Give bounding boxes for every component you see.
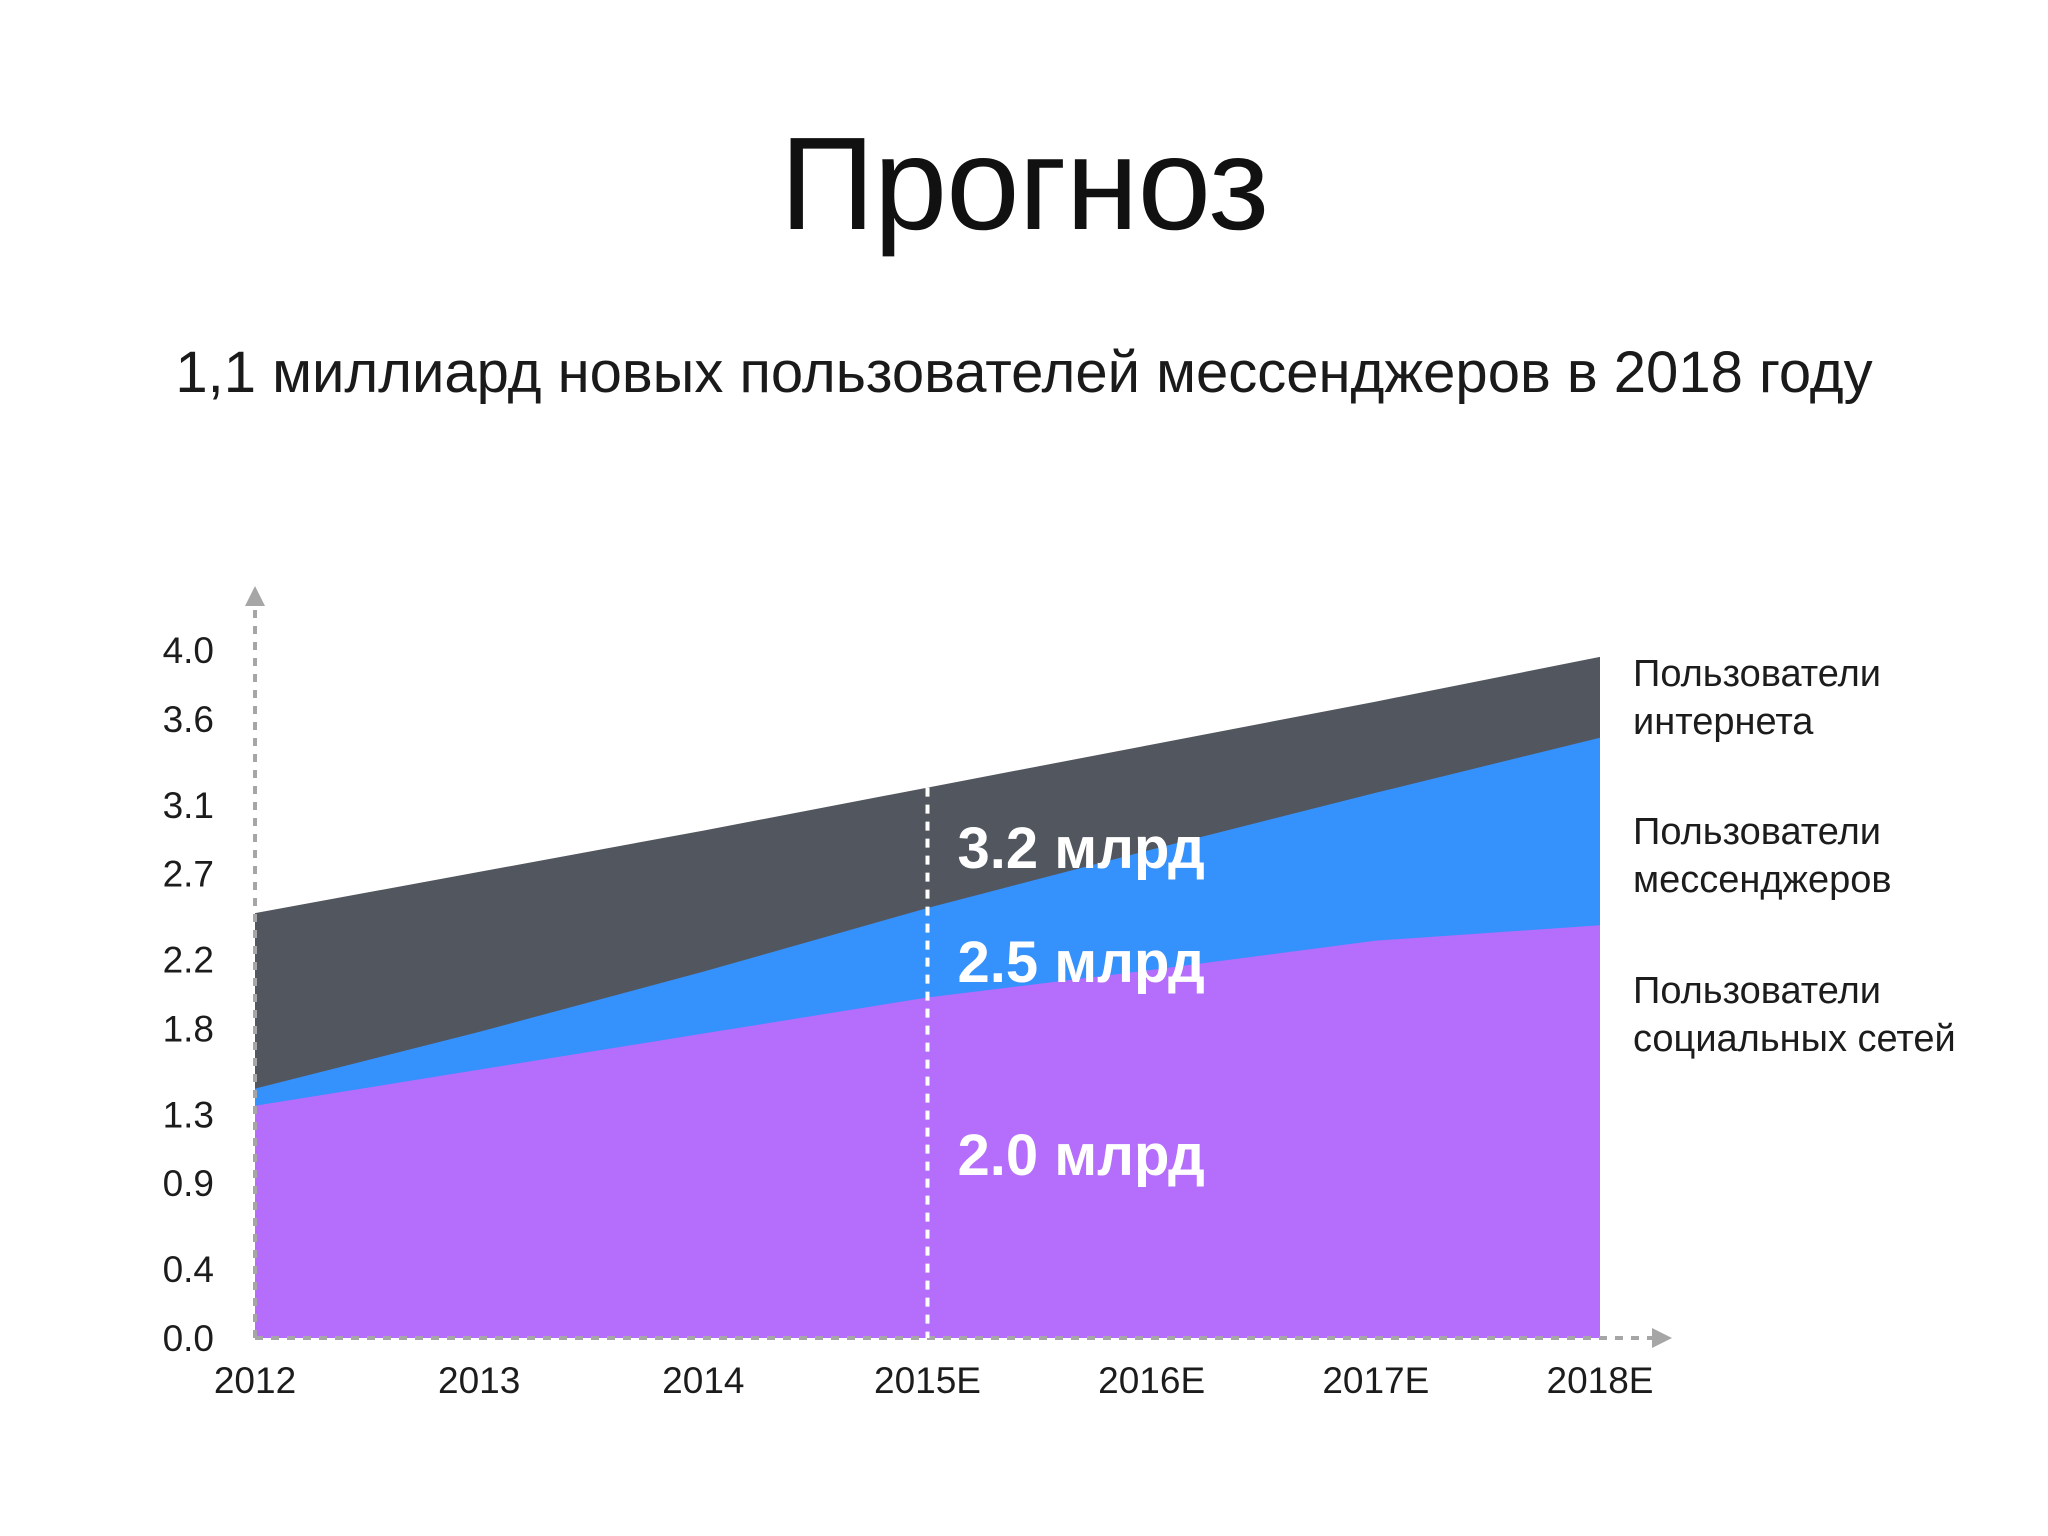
slide-subtitle: 1,1 миллиард новых пользователей мессенд… [175, 340, 1873, 405]
y-tick-label: 3.6 [163, 699, 214, 740]
y-tick-label: 3.1 [163, 785, 214, 826]
y-tick-label: 0.4 [163, 1249, 214, 1290]
x-tick-label: 2016E [1098, 1360, 1205, 1401]
legend-item: Пользователи интернета [1633, 653, 1881, 743]
x-tick-label: 2014 [662, 1360, 744, 1401]
legend-item: Пользователи мессенджеров [1633, 811, 1892, 901]
y-tick-label: 1.8 [163, 1008, 214, 1049]
x-tick-label: 2015E [874, 1360, 981, 1401]
legend-line: Пользователи [1633, 653, 1881, 695]
legend-line: Пользователи [1633, 811, 1881, 853]
legend-item: Пользователи социальных сетей [1633, 970, 1956, 1060]
value-callout: 2.0 млрд [958, 1123, 1205, 1188]
y-tick-label: 2.7 [163, 854, 214, 895]
slide-title: Прогноз [779, 110, 1269, 257]
x-tick-label: 2013 [438, 1360, 520, 1401]
value-callout: 2.5 млрд [958, 930, 1205, 995]
legend-line: мессенджеров [1633, 859, 1892, 901]
x-tick-label: 2012 [214, 1360, 296, 1401]
legend-line: интернета [1633, 701, 1814, 743]
x-axis-arrow-icon [1652, 1328, 1672, 1348]
y-tick-label: 1.3 [163, 1094, 214, 1135]
legend-line: Пользователи [1633, 970, 1881, 1012]
x-tick-label: 2017E [1322, 1360, 1429, 1401]
value-callout: 3.2 млрд [958, 816, 1205, 881]
y-tick-label: 4.0 [163, 630, 214, 671]
y-tick-label: 0.9 [163, 1163, 214, 1204]
legend-line: социальных сетей [1633, 1018, 1956, 1060]
x-tick-label: 2018E [1547, 1360, 1654, 1401]
y-tick-label: 0.0 [163, 1318, 214, 1359]
y-axis-arrow-icon [245, 586, 265, 606]
y-tick-label: 2.2 [163, 940, 214, 981]
